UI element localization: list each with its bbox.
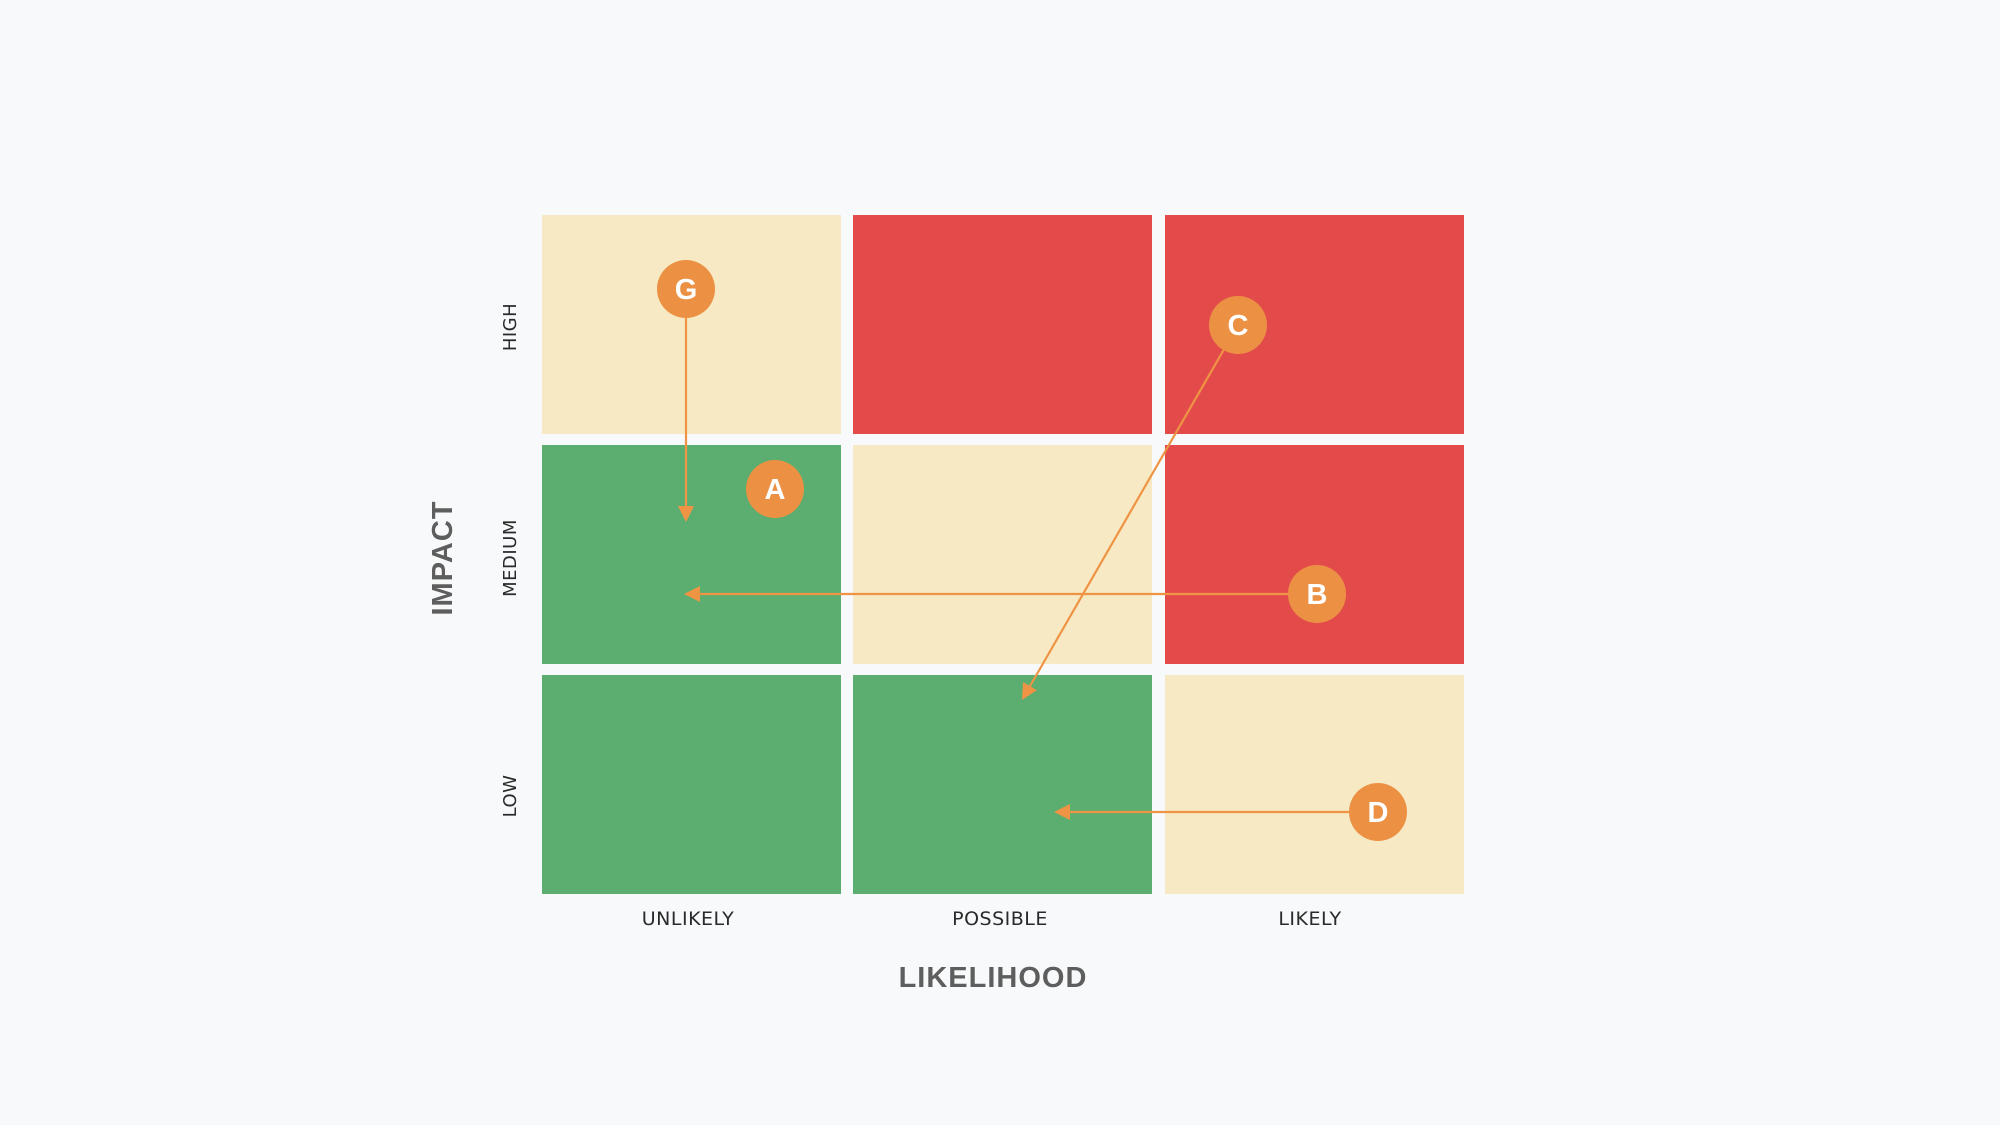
cell-high-unlikely [542,215,841,434]
col-label-unlikely: UNLIKELY [642,908,734,930]
risk-marker-d: D [1349,783,1407,841]
risk-marker-a: A [746,460,804,518]
risk-marker-circle [1209,296,1267,354]
row-label-low: LOW [500,775,521,818]
markers-layer: G A C B D [657,260,1407,841]
col-label-possible: POSSIBLE [952,908,1048,930]
risk-marker-circle [1349,783,1407,841]
cell-low-unlikely [542,675,841,894]
arrow-b-head [684,586,700,602]
risk-marker-circle [1288,565,1346,623]
cell-low-possible [853,675,1152,894]
labels-layer: HIGH MEDIUM LOW UNLIKELY POSSIBLE LIKELY… [427,303,1341,994]
arrow-d-head [1054,804,1070,820]
risk-marker-label: D [1368,797,1389,829]
cell-medium-likely [1165,445,1464,664]
arrows-layer [678,318,1349,820]
risk-marker-g: G [657,260,715,318]
risk-marker-circle [746,460,804,518]
risk-marker-b: B [1288,565,1346,623]
row-label-medium: MEDIUM [500,519,521,597]
risk-marker-label: C [1228,310,1249,342]
risk-marker-label: A [765,474,786,506]
risk-marker-circle [657,260,715,318]
risk-marker-c: C [1209,296,1267,354]
cell-low-likely [1165,675,1464,894]
col-label-likely: LIKELY [1278,908,1341,930]
risk-marker-label: G [675,274,698,306]
cell-high-possible [853,215,1152,434]
x-axis-title: LIKELIHOOD [899,962,1088,994]
arrow-g-head [678,506,694,522]
arrow-c-head [1022,682,1037,700]
y-axis-title: IMPACT [427,500,459,615]
risk-marker-label: B [1307,579,1328,611]
arrow-c-line [1029,349,1225,687]
cell-medium-possible [853,445,1152,664]
row-label-high: HIGH [500,303,521,351]
